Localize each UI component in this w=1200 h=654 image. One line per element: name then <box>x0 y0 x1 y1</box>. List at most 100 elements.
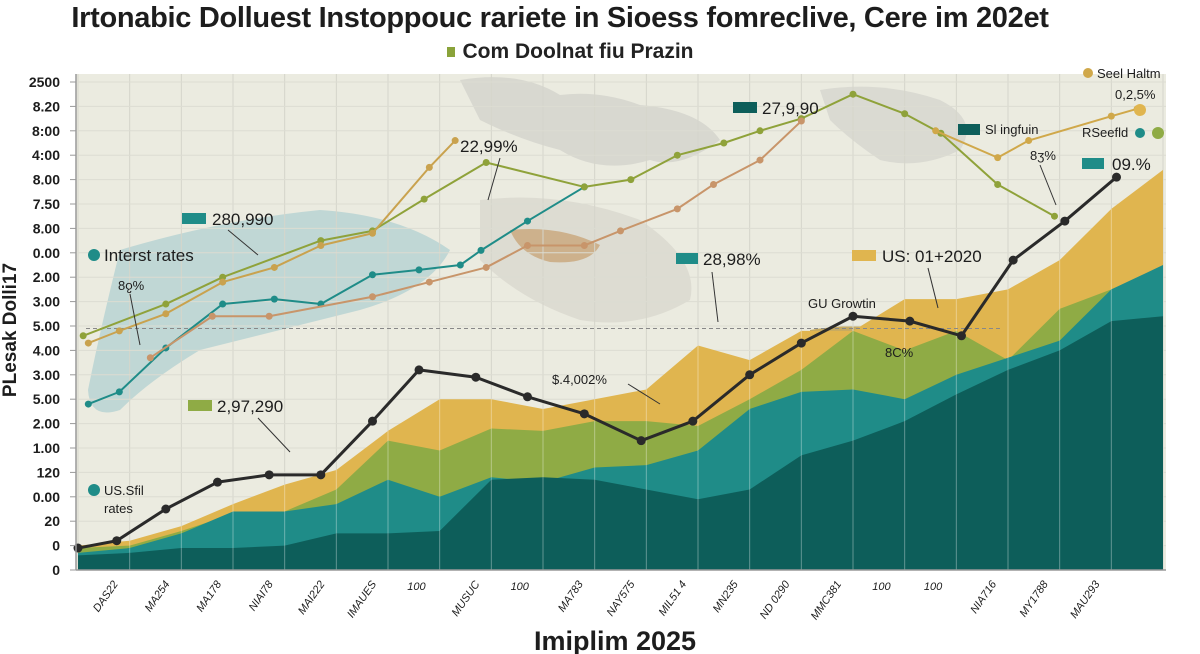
data-point <box>1051 212 1058 220</box>
y-tick-label: 5.00 <box>33 318 60 334</box>
data-point <box>270 295 278 303</box>
annotation-leader <box>711 271 719 323</box>
data-point <box>84 339 92 347</box>
data-point <box>524 241 531 249</box>
y-tick-label: 7.50 <box>33 196 60 212</box>
data-point <box>477 246 485 254</box>
data-point <box>957 331 966 341</box>
legend-swatch <box>1082 158 1104 169</box>
data-point <box>849 90 857 98</box>
data-point <box>317 237 325 245</box>
data-point <box>994 154 1002 162</box>
legend-swatch <box>182 213 206 224</box>
x-tick-label: MA178 <box>194 578 224 614</box>
legend-dot <box>88 484 100 496</box>
x-tick-label: MAU293 <box>1068 578 1103 621</box>
annotation: 8C% <box>885 345 914 360</box>
y-tick-label: 2.00 <box>33 416 60 432</box>
data-point <box>688 416 698 426</box>
legend-dot <box>1135 128 1145 138</box>
data-point <box>580 241 588 249</box>
y-tick-label: 0.00 <box>33 489 60 505</box>
x-tick-label: MAI222 <box>296 579 328 617</box>
data-point <box>796 338 806 348</box>
data-point <box>1107 112 1115 120</box>
data-point <box>264 470 274 480</box>
data-point <box>905 316 915 326</box>
x-tick-label: 100 <box>924 581 943 593</box>
x-tick-label: 100 <box>407 581 426 593</box>
x-tick-label: MIL51 4 <box>657 579 690 618</box>
data-point <box>756 127 764 135</box>
chart-subtitle: Com Doolnat fiu Prazin <box>0 40 1170 64</box>
data-point <box>797 117 805 125</box>
annotation: 8ʒ% <box>1030 148 1056 163</box>
data-point <box>414 365 424 375</box>
legend-dot <box>1134 104 1146 116</box>
legend-swatch <box>676 253 698 264</box>
annotation: $.4,002% <box>552 372 607 387</box>
x-tick-label: IMAUES <box>345 578 379 620</box>
annotation: Interst rates <box>104 246 194 265</box>
data-point <box>673 151 681 159</box>
x-tick-label: ND 0290 <box>758 578 793 621</box>
annotation: 280,990 <box>212 210 273 229</box>
data-point <box>112 536 122 546</box>
data-point <box>673 205 681 213</box>
data-point <box>524 217 531 225</box>
data-point <box>415 266 423 274</box>
x-tick-label: MUSUC <box>450 579 483 619</box>
annotation: 27,9,90 <box>762 99 819 118</box>
map-blob <box>820 86 967 164</box>
x-tick-label: NIAI78 <box>247 578 277 613</box>
data-point <box>617 227 624 235</box>
legend-dot <box>88 249 100 261</box>
data-point <box>425 163 433 171</box>
data-point <box>1008 255 1018 265</box>
annotation-leader <box>627 383 661 405</box>
x-axis-label: Imiplim 2025 <box>534 626 696 654</box>
data-point <box>369 229 376 237</box>
x-tick-label: DAS22 <box>91 579 121 614</box>
legend-swatch <box>958 124 980 135</box>
data-point <box>1025 137 1033 145</box>
y-tick-label: 2500 <box>29 74 60 90</box>
y-tick-label: 0 <box>52 538 60 554</box>
data-point <box>219 300 227 308</box>
data-point <box>756 156 764 164</box>
data-point <box>1060 216 1070 226</box>
map-blob <box>460 77 720 166</box>
data-point <box>369 271 376 279</box>
annotation-leader <box>129 293 141 346</box>
line-series <box>73 90 1141 553</box>
annotation: Seel Haltm <box>1097 66 1161 81</box>
annotation-leader <box>1039 164 1057 206</box>
annotation-leader <box>227 229 259 256</box>
y-tick-label: 4:00 <box>32 147 60 163</box>
annotation: 8ჹ% <box>118 278 145 294</box>
annotation-leader <box>487 157 501 201</box>
x-tick-label: MA254 <box>143 579 173 614</box>
data-point <box>79 332 87 340</box>
data-point <box>710 180 717 188</box>
legend-swatch <box>733 102 757 113</box>
annotation: 28,98% <box>703 250 761 269</box>
chart-title: Irtonabic Dolluest Instoppouc rariete in… <box>71 2 1049 34</box>
data-point <box>456 261 464 269</box>
data-point <box>994 180 1002 188</box>
data-point <box>73 543 83 553</box>
annotation: GU Growtin <box>808 296 876 311</box>
y-tick-label: 2.00 <box>33 269 60 285</box>
y-tick-label: 8.00 <box>33 172 60 188</box>
data-point <box>720 139 728 147</box>
data-point <box>368 416 377 426</box>
y-tick-label: 8.00 <box>33 220 60 236</box>
x-tick-label: MMC381 <box>809 579 844 622</box>
annotation: Sl ingfuin <box>985 122 1038 137</box>
data-point <box>627 176 635 184</box>
data-point <box>208 312 216 320</box>
data-point <box>270 263 278 271</box>
data-point <box>848 311 858 321</box>
data-point <box>523 392 532 402</box>
